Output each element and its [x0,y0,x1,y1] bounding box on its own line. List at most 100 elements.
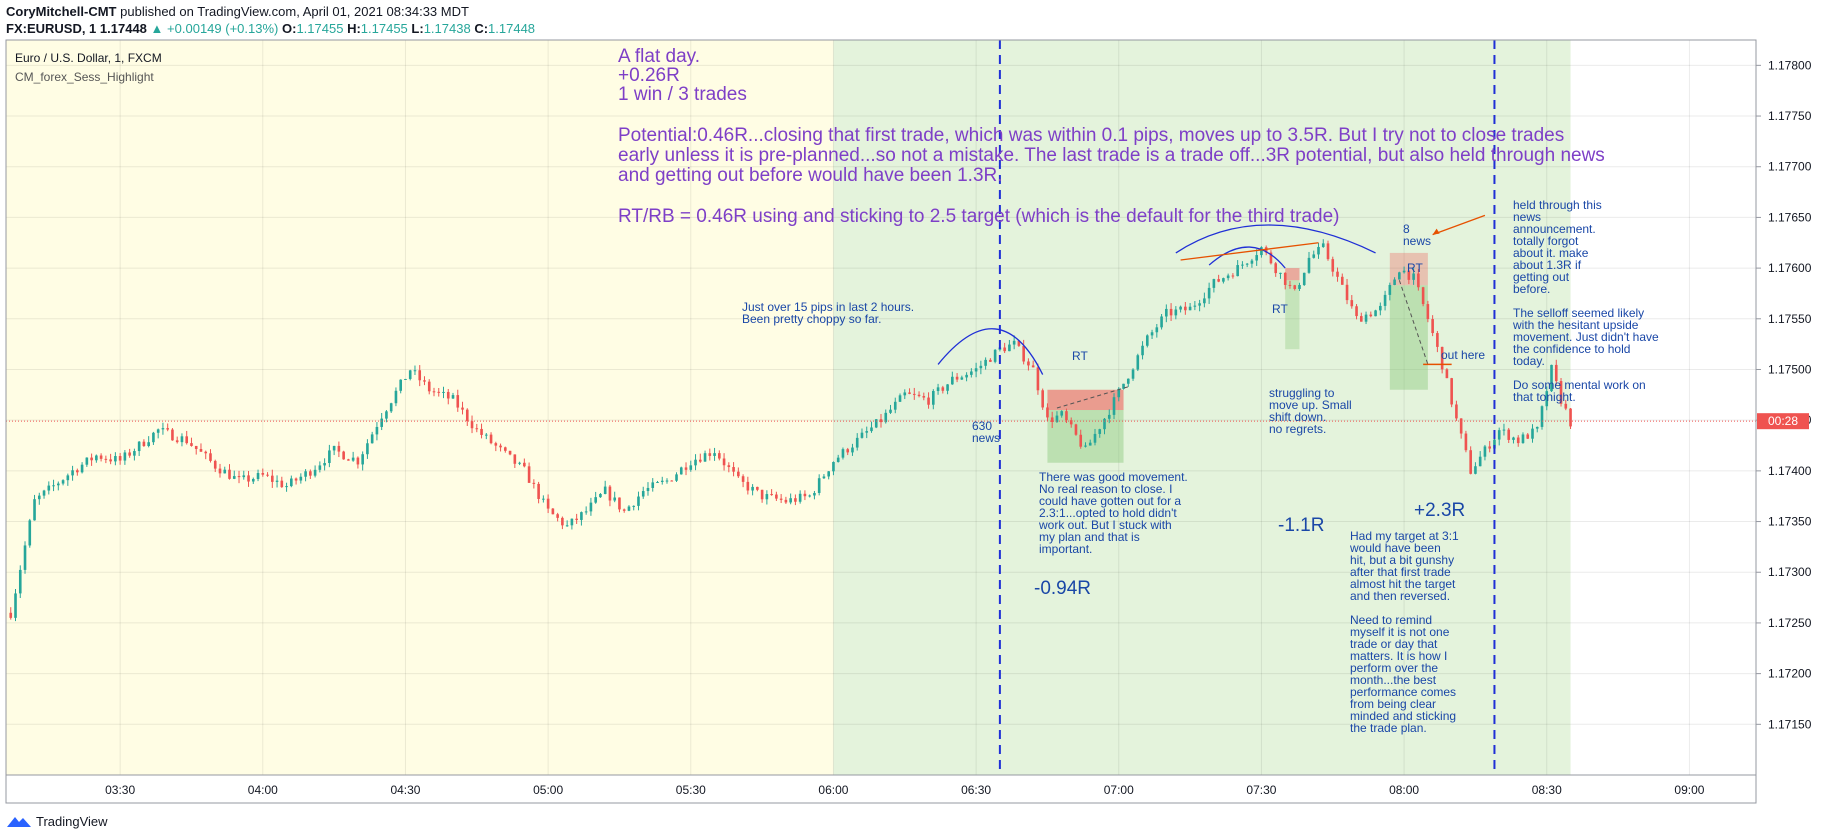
right-note-line: today. [1513,354,1545,368]
right-note-line: getting out [1513,270,1570,284]
candle-body [275,480,279,482]
candle-body [1160,316,1163,328]
right-note-line: held through this [1513,198,1602,212]
y-tick-label: 1.17700 [1768,160,1812,174]
candle-body [1107,414,1111,419]
candle-body [470,421,474,429]
candle-body [166,428,169,430]
news-8-label: 8 [1403,222,1410,236]
y-tick-label: 1.17750 [1768,109,1812,123]
candle-body [1516,437,1520,444]
candle-body [903,392,907,396]
price-change: +0.00149 (+0.13%) [167,21,279,36]
candle-body [213,460,217,469]
news-8-label: news [1403,234,1431,248]
candle-body [1241,264,1244,266]
candle-body [1426,304,1430,320]
candle-body [1055,415,1059,422]
candle-body [1483,446,1487,457]
session-highlight-yellow [6,40,834,775]
candle-body [851,447,854,453]
candle-body [494,443,498,446]
candle-body [451,395,455,399]
x-tick-label: 09:00 [1674,783,1704,797]
tradingview-logo-icon[interactable] [6,815,32,829]
candle-body [1407,270,1411,280]
candle-body [1478,456,1482,467]
right-note-line: The selloff seemed likely [1513,306,1644,320]
trade3-note-line: month...the best [1350,673,1437,687]
candle-body [1545,391,1549,407]
candle-body [1369,314,1373,317]
close-label: C: [474,21,489,36]
candle-body [1379,305,1382,311]
candle-body [860,432,864,438]
candle-body [946,384,949,391]
candle-body [1531,428,1534,439]
candle-body [1084,445,1087,447]
candle-body [1321,243,1325,247]
candle-body [713,453,716,456]
candle-body [1150,332,1154,336]
candle-body [646,487,650,492]
indicator-legend-label: CM_forex_Sess_Highlight [15,70,154,84]
candle-body [1260,247,1263,256]
candle-body [1174,309,1178,316]
candle-body [1103,418,1106,430]
candle-body [622,509,626,511]
footer: TradingView [6,814,108,829]
y-tick-label: 1.17600 [1768,261,1812,275]
candle-body [1331,259,1335,272]
candle-body [584,511,588,513]
x-tick-label: 08:30 [1532,783,1562,797]
trade3-target-box [1389,285,1428,390]
trade1-note-line: There was good movement. [1039,470,1188,484]
candle-body [912,393,916,395]
candle-body [1203,298,1206,304]
trade3-note-line: perform over the [1350,661,1438,675]
chart-legend-title: Euro / U.S. Dollar, 1, FXCM [15,51,162,65]
x-tick-label: 04:30 [390,783,420,797]
trade2-result: -1.1R [1278,515,1324,536]
candle-body [865,431,869,433]
candle-body [1098,429,1102,434]
candle-body [180,436,184,443]
rt-label: RT [1072,349,1088,363]
right-note-line: before. [1513,282,1550,296]
candle-body [204,451,208,454]
candle-body [266,474,269,476]
candle-body [1136,355,1140,370]
candle-body [1198,303,1201,306]
x-tick-label: 06:00 [818,783,848,797]
candle-body [109,459,112,462]
candle-body [1340,276,1344,285]
candle-body [1450,378,1453,405]
candle-body [884,412,888,423]
summary-result: +0.26R [618,65,680,86]
trade2-risk-box [1285,268,1300,281]
candle-body [104,458,108,460]
candle-body [1093,433,1097,443]
candle-body [1012,340,1016,345]
candle-body [185,436,189,444]
candle-body [1165,308,1168,317]
candle-body [532,482,536,484]
candle-body [1364,314,1368,322]
candle-body [47,485,51,491]
candle-body [1402,270,1406,273]
candle-body [123,452,127,461]
right-note-line: that tonight. [1513,390,1576,404]
candle-body [1569,408,1572,427]
candle-body [1031,365,1035,368]
candle-body [318,465,322,470]
author-name[interactable]: CoryMitchell-CMT [6,4,117,19]
candle-body [836,457,840,462]
candle-body [656,481,659,483]
candle-body [546,498,550,509]
candle-body [85,457,89,465]
y-tick-label: 1.17150 [1768,717,1812,731]
right-note-line: about it. make [1513,246,1589,260]
summary-title: A flat day. [618,46,700,67]
candle-body [965,374,968,378]
